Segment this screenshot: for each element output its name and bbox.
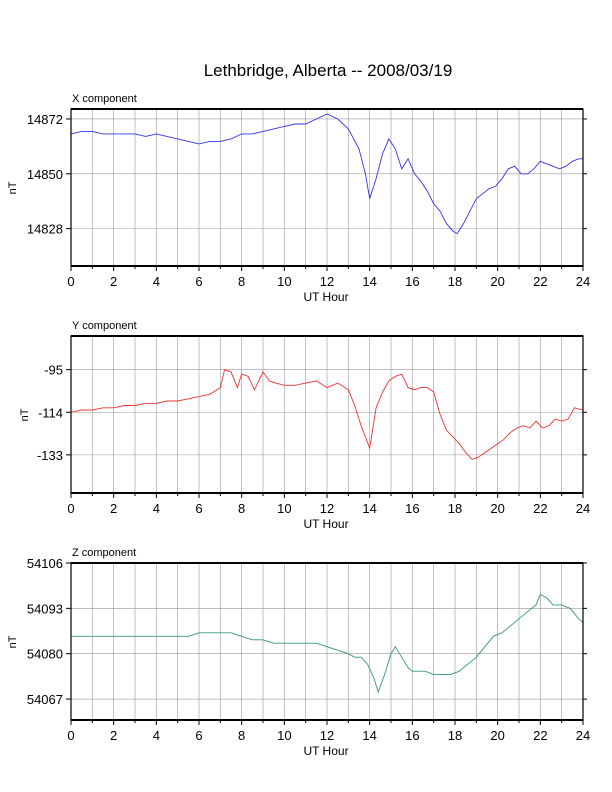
x-component-panel: X component nT UT Hour 0 2 4 6 8 10 12 14 16 18 20… xyxy=(7,93,590,304)
z-x-tick-label: 4 xyxy=(153,728,160,743)
z-x-tick-label: 14 xyxy=(362,728,376,743)
z-x-tick-label: 16 xyxy=(405,728,419,743)
z-x-tick-label: 0 xyxy=(67,728,74,743)
y-x-tick-label: 16 xyxy=(405,501,419,516)
x-y-tick-label: 14850 xyxy=(27,167,63,182)
x-x-tick-label: 12 xyxy=(320,274,334,289)
y-x-tick-label: 0 xyxy=(67,501,74,516)
z-panel-grid xyxy=(71,562,583,720)
z-x-tick-label: 8 xyxy=(238,728,245,743)
y-x-tick-label: 8 xyxy=(238,501,245,516)
y-x-tick-label: 2 xyxy=(110,501,117,516)
z-y-tick-label: 54093 xyxy=(27,601,63,616)
y-panel-ylabel: nT xyxy=(19,408,31,421)
x-x-tick-label: 10 xyxy=(277,274,291,289)
y-x-tick-label: 6 xyxy=(195,501,202,516)
x-x-tick-label: 22 xyxy=(533,274,547,289)
x-x-tick-label: 8 xyxy=(238,274,245,289)
y-y-tick-label: -133 xyxy=(37,448,63,463)
y-x-tick-label: 10 xyxy=(277,501,291,516)
z-y-tick-label: 54106 xyxy=(27,556,63,571)
y-panel-xlabel: UT Hour xyxy=(303,517,348,531)
z-x-tick-label: 22 xyxy=(533,728,547,743)
x-x-tick-label: 18 xyxy=(448,274,462,289)
z-series-line xyxy=(71,593,584,694)
y-x-tick-label: 24 xyxy=(576,501,590,516)
x-panel-ylabel: nT xyxy=(7,181,19,194)
y-x-tick-label: 14 xyxy=(362,501,376,516)
x-panel-title: X component xyxy=(72,93,137,105)
x-panel-xlabel: UT Hour xyxy=(303,290,348,304)
z-y-tick-label: 54080 xyxy=(27,647,63,662)
x-panel-grid xyxy=(71,109,583,266)
x-x-tick-label: 20 xyxy=(490,274,504,289)
x-x-tick-label: 2 xyxy=(110,274,117,289)
y-x-tick-label: 18 xyxy=(448,501,462,516)
y-series-line xyxy=(70,369,584,460)
z-y-tick-label: 54067 xyxy=(27,692,63,707)
z-x-tick-label: 20 xyxy=(490,728,504,743)
z-panel-ylabel: nT xyxy=(7,635,19,648)
figure-title: Lethbridge, Alberta -- 2008/03/19 xyxy=(204,61,453,80)
z-x-tick-label: 2 xyxy=(110,728,117,743)
y-y-tick-label: -95 xyxy=(44,363,63,378)
y-y-tick-label: -114 xyxy=(38,405,63,420)
z-x-tick-label: 10 xyxy=(277,728,291,743)
y-component-panel: Y component nT UT Hour 0 2 4 6 8 10 12 14 16 18 20… xyxy=(19,320,590,531)
z-x-tick-label: 18 xyxy=(448,728,462,743)
z-x-tick-label: 12 xyxy=(320,728,334,743)
y-x-tick-label: 22 xyxy=(533,501,547,516)
x-x-tick-label: 16 xyxy=(405,274,419,289)
x-x-tick-label: 4 xyxy=(153,274,160,289)
x-series-line xyxy=(70,113,583,235)
y-x-tick-label: 20 xyxy=(490,501,504,516)
x-x-tick-label: 6 xyxy=(195,274,202,289)
y-panel-title: Y component xyxy=(72,320,137,332)
x-y-tick-label: 14872 xyxy=(27,112,63,127)
x-x-tick-label: 24 xyxy=(576,274,590,289)
y-x-tick-label: 4 xyxy=(153,501,160,516)
x-x-tick-label: 14 xyxy=(362,274,376,289)
y-x-tick-label: 12 xyxy=(320,501,334,516)
z-x-tick-label: 6 xyxy=(195,728,202,743)
z-component-panel: Z component nT UT Hour 0 2 4 6 8 10 12 14 16 18 20… xyxy=(7,547,590,758)
z-panel-xlabel: UT Hour xyxy=(303,744,348,758)
z-panel-title: Z component xyxy=(72,547,136,559)
z-x-tick-label: 24 xyxy=(576,728,590,743)
x-y-tick-label: 14828 xyxy=(27,222,63,237)
x-x-tick-label: 0 xyxy=(67,274,74,289)
y-panel-grid xyxy=(71,336,583,493)
